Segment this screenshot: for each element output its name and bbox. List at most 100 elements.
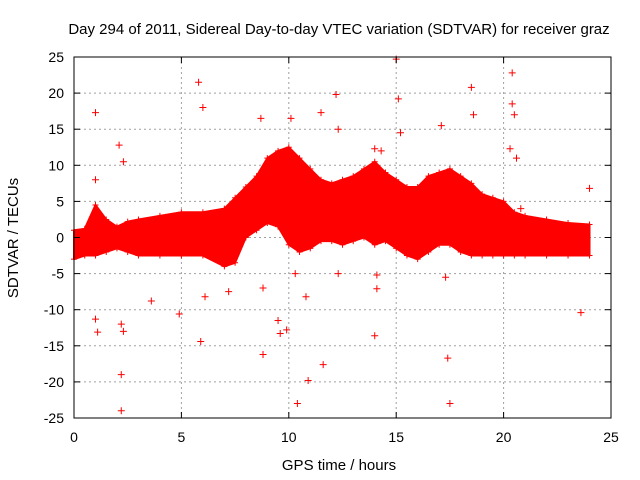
band-point <box>221 263 228 270</box>
x-axis-label: GPS time / hours <box>282 457 396 474</box>
outlier-point <box>467 83 475 91</box>
outlier-point <box>259 284 267 292</box>
band-point <box>468 180 475 187</box>
outlier-point <box>117 320 125 328</box>
band-point <box>489 194 496 201</box>
band-point <box>307 165 314 172</box>
y-tick-label: 25 <box>48 49 64 65</box>
band-point <box>500 198 507 205</box>
outlier-point <box>293 400 301 408</box>
outlier-point <box>91 315 99 323</box>
band-point <box>135 252 142 259</box>
band-point <box>511 209 518 216</box>
band-point <box>436 169 443 176</box>
data-series <box>71 55 594 415</box>
band-point <box>457 248 464 255</box>
y-tick-label: 5 <box>56 193 64 209</box>
outlier-point <box>517 205 525 213</box>
band-point <box>92 252 99 259</box>
outlier-point <box>586 184 594 192</box>
outlier-point <box>119 158 127 166</box>
band-point <box>522 252 529 259</box>
outlier-point <box>117 407 125 415</box>
band-point <box>414 183 421 190</box>
outlier-point <box>199 104 207 112</box>
band-point <box>124 218 131 225</box>
band-point <box>328 238 335 245</box>
band-point <box>253 173 260 180</box>
band-point <box>511 252 518 259</box>
band-point <box>403 183 410 190</box>
axis-ticks: 0 5 10 15 20 25 -25 -20 -15 -10 -5 0 5 10 15 20 25 <box>44 49 619 445</box>
band-point <box>371 158 378 165</box>
band-point <box>543 252 550 259</box>
outlier-point <box>332 91 340 99</box>
outlier-point <box>263 165 271 173</box>
band-point <box>232 259 239 266</box>
band-point <box>296 248 303 255</box>
y-tick-label: -5 <box>52 266 65 282</box>
band-point <box>199 252 206 259</box>
outlier-point <box>201 293 209 301</box>
band-point <box>242 234 249 241</box>
band-point <box>382 238 389 245</box>
outlier-point <box>257 114 265 122</box>
band-point <box>350 238 357 245</box>
outlier-point <box>373 285 381 293</box>
band-point <box>339 241 346 248</box>
band-point <box>522 212 529 219</box>
band-point <box>360 165 367 172</box>
band-point <box>393 245 400 252</box>
band-point <box>221 205 228 212</box>
y-tick-label: -25 <box>44 410 64 426</box>
x-tick-label: 10 <box>281 429 297 445</box>
band-point <box>113 223 120 230</box>
y-tick-label: -15 <box>44 338 64 354</box>
band-point <box>565 220 572 227</box>
outlier-point <box>317 109 325 117</box>
band-point <box>285 241 292 248</box>
band-point <box>178 209 185 216</box>
band-point <box>275 223 282 230</box>
band-point <box>328 180 335 187</box>
outlier-point <box>117 371 125 379</box>
outlier-point <box>442 273 450 281</box>
y-tick-label: -10 <box>44 302 64 318</box>
outlier-point <box>302 293 310 301</box>
band-point <box>360 234 367 241</box>
outlier-point <box>319 361 327 369</box>
outlier-point <box>259 350 267 358</box>
outlier-point <box>115 141 123 149</box>
band-point <box>199 209 206 216</box>
outlier-point <box>377 147 385 155</box>
band-point <box>479 252 486 259</box>
outlier-point <box>91 176 99 184</box>
outlier-point <box>225 288 233 296</box>
outlier-point <box>446 400 454 408</box>
band-point <box>232 194 239 201</box>
band-point <box>565 252 572 259</box>
band-point <box>339 176 346 183</box>
band-point <box>457 173 464 180</box>
outlier-point <box>508 69 516 77</box>
outlier-point <box>291 270 299 278</box>
band-point <box>275 147 282 154</box>
outlier-point <box>197 337 205 345</box>
band-point <box>296 155 303 162</box>
outlier-point <box>304 376 312 384</box>
outlier-point <box>334 125 342 133</box>
outlier-point <box>175 310 183 318</box>
band-point <box>479 191 486 198</box>
outlier-point <box>147 297 155 305</box>
outlier-point <box>94 328 102 336</box>
y-tick-label: -20 <box>44 374 64 390</box>
outlier-point <box>437 122 445 130</box>
band-point <box>81 225 88 232</box>
band-point <box>253 227 260 234</box>
band-point <box>425 248 432 255</box>
band-point <box>113 245 120 252</box>
band-point <box>436 241 443 248</box>
outlier-point <box>91 109 99 117</box>
outlier-point <box>334 270 342 278</box>
band-point <box>124 248 131 255</box>
